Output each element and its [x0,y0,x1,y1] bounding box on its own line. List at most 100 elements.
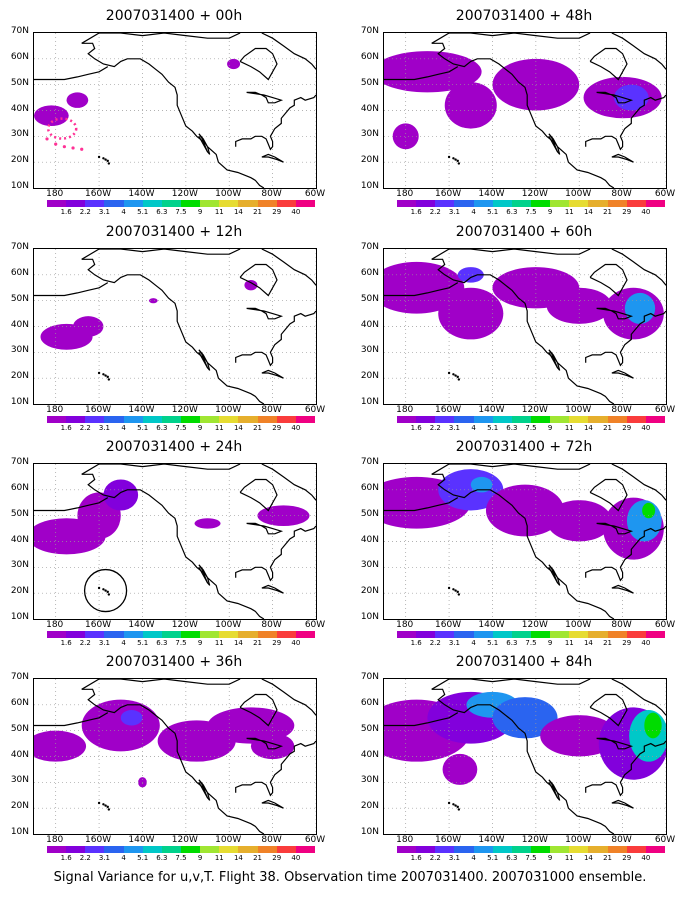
lat-label: 50N [10,293,29,304]
lat-label: 10N [10,827,29,837]
lon-label: 100W [215,189,242,199]
colorbar-label: 11 [564,854,574,862]
island [447,586,451,590]
island [107,162,111,165]
lon-label: 140W [478,405,505,415]
track-point [45,137,49,141]
coastline [548,136,559,153]
colorbar-label: 11 [214,639,224,647]
panel-title-p72: 2007031400 + 72h [455,439,593,455]
lon-label: 60W [304,835,326,845]
colorbar-segment [607,200,627,207]
colorbar-label: 11 [564,424,574,432]
colorbar-label: 9 [547,424,553,432]
colorbar-segment [550,846,570,853]
colorbar-segment [530,200,551,207]
lat-label: 60N [360,482,379,493]
colorbar-segment [607,631,627,638]
signal-region [227,58,241,70]
signal-region [250,733,295,760]
lat-label: 50N [360,723,379,734]
signal-region [81,699,160,752]
colorbar-segment [123,631,143,638]
coastline [431,258,615,404]
colorbar-segment [530,846,551,853]
island [452,373,455,376]
lon-label: 100W [215,835,242,845]
coastline [198,782,209,799]
coastline [261,153,284,163]
lat-label: 40N [10,103,29,114]
signal-region [34,105,69,126]
colorbar-segment [454,846,474,853]
signal-region [66,92,89,108]
colorbar-label: 14 [233,854,243,862]
colorbar-segment [238,200,258,207]
lon-label: 100W [565,835,592,845]
lat-label: 60N [10,51,29,62]
coastline [384,66,459,81]
colorbar-label: 29 [272,854,282,862]
colorbar-label: 29 [622,639,632,647]
colorbar-label: 6.3 [506,424,518,432]
colorbar-segment [219,200,239,207]
colorbar-label: 5.1 [487,208,499,216]
map-p36 [33,678,317,835]
colorbar-label: 3.1 [98,424,110,432]
signal-region [442,753,478,785]
colorbar-segment [180,416,201,423]
colorbar-segment [276,631,296,638]
colorbar-label: 1.6 [410,208,422,216]
colorbar-segment [257,416,277,423]
lat-label: 10N [10,397,29,407]
lon-label: 180 [46,189,64,199]
colorbar-label: 29 [272,208,282,216]
island [452,588,455,591]
island [454,158,457,161]
coastline [431,42,615,188]
colorbar-segment [238,631,258,638]
island [97,371,101,375]
signal-region [103,479,139,511]
colorbar-label: 9 [197,208,203,216]
lat-label: 50N [360,77,379,88]
colorbar-segment [511,631,531,638]
lat-label: 30N [10,129,29,140]
coastline [235,94,316,151]
colorbar-label: 5.1 [487,854,499,862]
colorbar-label: 14 [233,424,243,432]
map-p48 [383,32,667,189]
island [104,804,107,807]
colorbar-label: 5.1 [487,639,499,647]
lon-label: 60W [304,405,326,415]
colorbar-segment [161,846,181,853]
colorbar-segment [435,416,455,423]
panel-title-p60: 2007031400 + 60h [455,224,593,240]
island [106,375,109,379]
colorbar-label: 6.3 [506,639,518,647]
colorbar-label: 40 [641,639,651,647]
colorbar-segment [492,200,512,207]
colorbar-label: 2.2 [79,208,91,216]
colorbar-segment [276,846,296,853]
lon-label: 180 [396,620,414,630]
colorbar-label: 29 [272,639,282,647]
colorbar-segment [511,416,531,423]
coastline [431,473,615,619]
colorbar-segment [397,631,417,638]
lon-label: 120W [171,620,198,630]
coastline [611,464,666,501]
colorbar-label: 1.6 [60,639,72,647]
colorbar-label: 21 [603,424,613,432]
colorbar-segment [142,416,162,423]
coastline [611,33,666,70]
colorbar-segment [161,416,181,423]
coastline [384,282,459,297]
colorbar-segment [257,631,277,638]
colorbar-label: 7.5 [175,854,187,862]
colorbar-label: 3.1 [98,208,110,216]
figure-caption: Signal Variance for u,v,T. Flight 38. Ob… [53,870,647,885]
signal-region [457,267,484,283]
colorbar-label: 9 [547,208,553,216]
colorbar-label: 3.1 [448,208,460,216]
